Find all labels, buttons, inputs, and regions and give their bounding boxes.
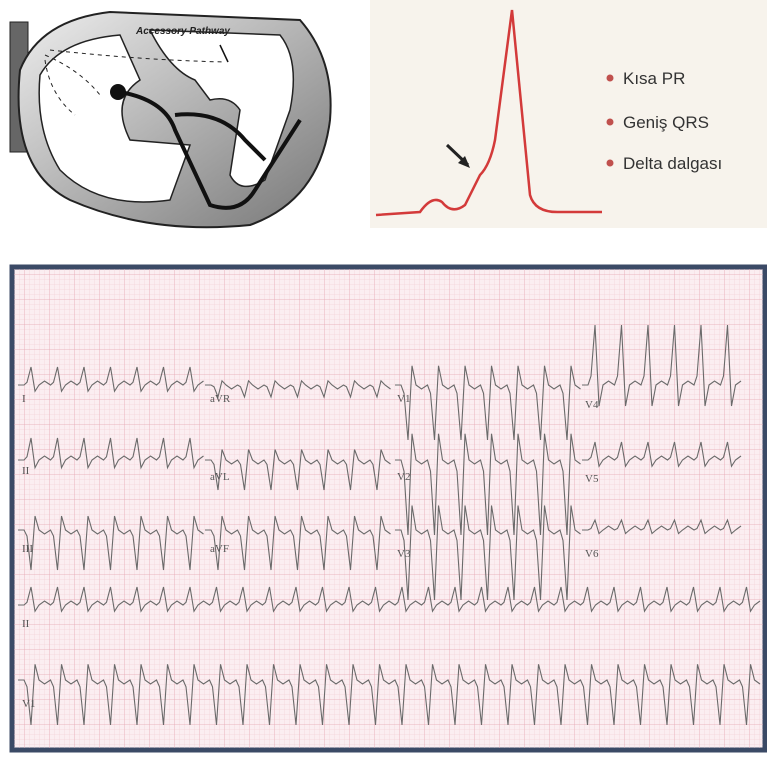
lead-label: V3 [397, 548, 411, 560]
heart-diagram: Accessory Pathway [9, 10, 332, 229]
ecg-trace [18, 586, 761, 613]
ecg-trace [395, 505, 581, 601]
lead-label: V6 [585, 548, 599, 560]
lead-label: V1 [22, 698, 35, 710]
lead-label: I [22, 393, 26, 405]
ecg-trace [205, 449, 391, 491]
lead-label: V5 [585, 473, 599, 485]
lead-label: II [22, 618, 30, 630]
bullet-text: Delta dalgası [623, 154, 722, 173]
lead-label: V4 [585, 399, 599, 411]
bullet-dot [606, 118, 614, 126]
ecg-trace [395, 365, 581, 441]
ecg-trace [582, 324, 742, 407]
ecg-trace [18, 437, 204, 470]
lead-label: aVF [210, 543, 229, 555]
ecg-trace [395, 433, 581, 536]
bullet-dot [606, 74, 614, 82]
bullet-text: Geniş QRS [623, 113, 709, 132]
ecg-trace [18, 515, 204, 571]
bullet-text: Kısa PR [623, 69, 685, 88]
ecg-trace [18, 366, 204, 393]
lead-label: III [22, 543, 33, 555]
lead-label: V2 [397, 471, 410, 483]
ecg-trace [205, 515, 391, 571]
ecg-trace [582, 441, 742, 468]
lead-label: aVR [210, 393, 231, 405]
bullet-dot [606, 159, 614, 167]
delta-wave-panel: Kısa PR Geniş QRS Delta dalgası [370, 0, 767, 228]
pathway-label: Accessory Pathway [135, 26, 230, 37]
ecg-trace [582, 518, 742, 535]
ecg-trace [18, 664, 761, 726]
lead-label: aVL [210, 471, 230, 483]
lead-label: II [22, 465, 30, 477]
lead-label: V1 [397, 393, 410, 405]
ecg-trace [205, 379, 391, 399]
